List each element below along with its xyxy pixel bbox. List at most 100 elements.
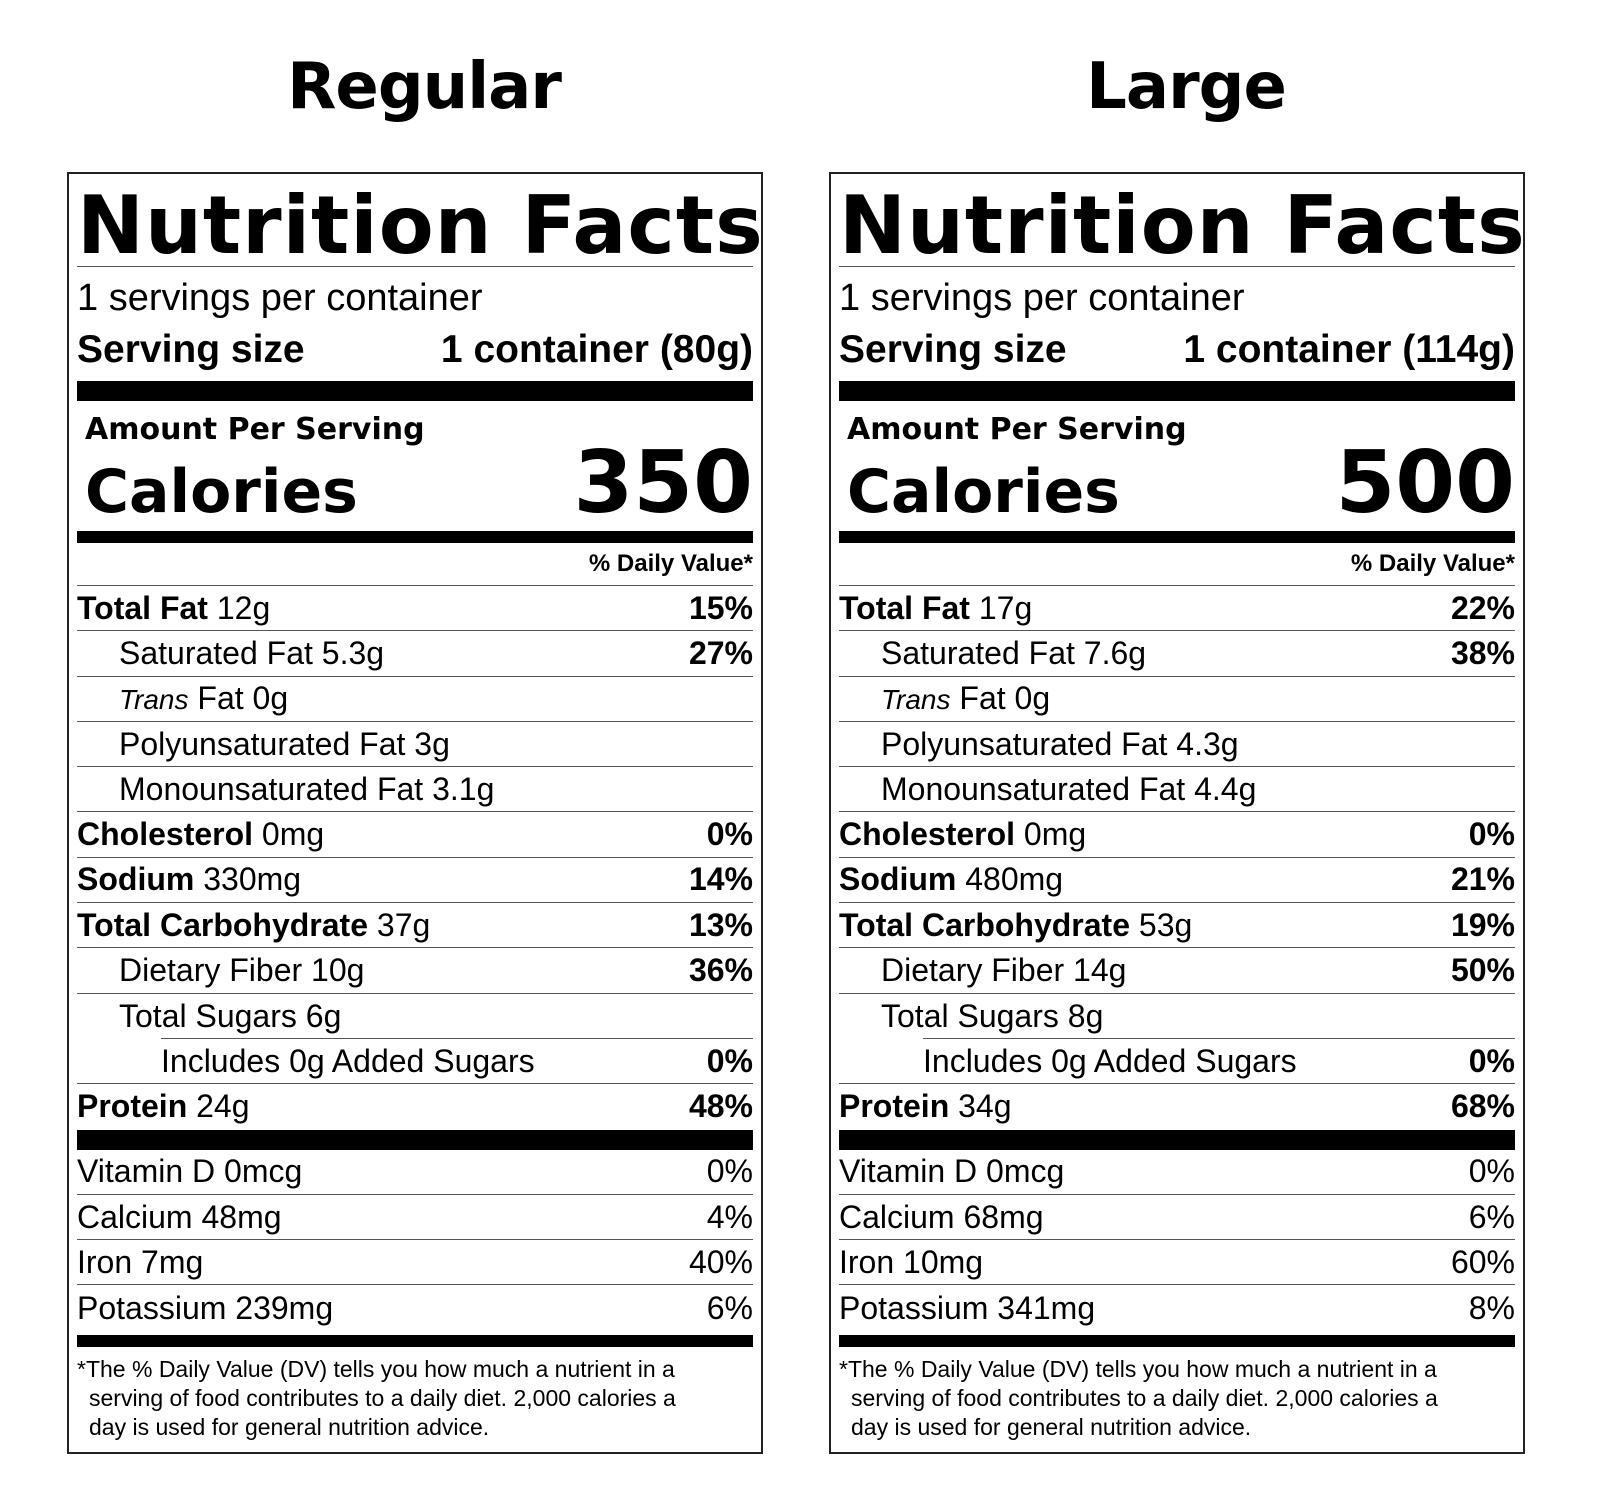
nutrient-row-polyunsaturated-fat: Polyunsaturated Fat 4.3g <box>839 722 1515 768</box>
nutrient-dv: 14% <box>688 861 753 898</box>
nutrient-dv: 21% <box>1450 861 1515 898</box>
nutrient-name: Monounsaturated Fat <box>881 770 1186 807</box>
nutrition-facts-heading: Nutrition Facts <box>839 179 1526 272</box>
nutrient-row-cholesterol: Cholesterol 0mg 0% <box>77 812 753 858</box>
nutrient-amount: 3.1g <box>432 770 495 807</box>
serving-size-value: 1 container (114g) <box>1183 328 1515 371</box>
nutrient-row-total-fat: Total Fat 12g 15% <box>77 586 753 632</box>
nutrient-dv: 38% <box>1450 634 1515 671</box>
nutrient-dv: 0% <box>1468 816 1515 853</box>
nutrient-name: Total Carbohydrate <box>77 906 368 943</box>
nutrient-dv: 0% <box>706 816 753 853</box>
nutrient-name: Saturated Fat <box>881 634 1075 671</box>
nutrient-row-total-sugars: Total Sugars 8g <box>839 994 1515 1040</box>
nutrient-name: Total Sugars <box>119 997 297 1034</box>
serving-size-value: 1 container (80g) <box>440 328 753 371</box>
vitamin-row: Potassium 239mg 6% <box>77 1285 753 1330</box>
servings-per-container: 1 servings per container <box>77 277 483 319</box>
size-title-large: Large <box>1086 50 1287 124</box>
vitamin-name: Vitamin D 0mcg <box>77 1153 303 1190</box>
medium-divider <box>77 531 753 543</box>
thick-divider <box>839 1129 1515 1150</box>
serving-size-row: Serving size 1 container (114g) <box>839 327 1515 373</box>
nutrient-dv: 0% <box>706 1042 753 1079</box>
nutrient-dv: 0% <box>1468 1042 1515 1079</box>
nutrient-dv: 27% <box>688 634 753 671</box>
nutrient-row-total-fat: Total Fat 17g 22% <box>839 586 1515 632</box>
nutrient-name: Dietary Fiber <box>881 952 1065 989</box>
nutrient-row-sodium: Sodium 480mg 21% <box>839 858 1515 904</box>
vitamin-dv: 60% <box>1450 1243 1515 1280</box>
nutrient-dv: 13% <box>688 906 753 943</box>
nutrient-name: Polyunsaturated Fat <box>119 725 406 762</box>
vitamin-name: Calcium 68mg <box>839 1198 1044 1235</box>
vitamin-row: Calcium 48mg 4% <box>77 1195 753 1241</box>
nutrient-dv: 68% <box>1450 1088 1515 1125</box>
vitamin-dv: 6% <box>1468 1198 1515 1235</box>
vitamin-dv: 8% <box>1468 1289 1515 1326</box>
nutrient-row-monounsaturated-fat: Monounsaturated Fat 3.1g <box>77 767 753 813</box>
vitamin-dv: 40% <box>688 1243 753 1280</box>
nutrient-row-trans-fat: Trans Fat 0g <box>77 677 753 722</box>
vitamin-dv: 0% <box>1468 1153 1515 1190</box>
nutrient-name: Protein <box>77 1088 188 1125</box>
nutrient-row-total-sugars: Total Sugars 6g <box>77 994 753 1040</box>
vitamin-name: Iron 7mg <box>77 1243 204 1280</box>
thick-divider <box>77 381 753 401</box>
medium-divider <box>839 1334 1515 1347</box>
footnote: *The % Daily Value (DV) tells you how mu… <box>839 1355 1515 1442</box>
nutrient-name: Trans <box>119 684 189 716</box>
nutrient-name: Protein <box>839 1088 950 1125</box>
nutrient-dv: 36% <box>688 952 753 989</box>
size-title-regular: Regular <box>287 50 562 124</box>
servings-per-container: 1 servings per container <box>839 277 1245 319</box>
vitamin-row: Iron 10mg 60% <box>839 1240 1515 1286</box>
nutrient-amount: 5.3g <box>321 634 385 671</box>
footnote-line: day is used for general nutrition advice… <box>851 1413 1252 1440</box>
nutrient-row-sodium: Sodium 330mg 14% <box>77 858 753 904</box>
nutrition-label-regular: Nutrition Facts 1 servings per container… <box>67 172 763 1454</box>
nutrient-amount: 24g <box>196 1088 250 1125</box>
nutrient-amount: 10g <box>311 952 365 989</box>
amount-per-serving: Amount Per Serving <box>847 412 1187 447</box>
nutrient-row-monounsaturated-fat: Monounsaturated Fat 4.4g <box>839 767 1515 813</box>
nutrient-name: Dietary Fiber <box>119 952 303 989</box>
nutrient-amount: 12g <box>216 589 271 626</box>
nutrient-name: Trans <box>881 684 951 716</box>
nutrient-amount: 34g <box>958 1088 1012 1125</box>
calories-value: 350 <box>573 433 753 533</box>
calories-label: Calories <box>847 457 1120 527</box>
thick-divider <box>77 1129 753 1150</box>
nutrient-name: Total Carbohydrate <box>839 906 1130 943</box>
nutrient-dv: 50% <box>1450 952 1515 989</box>
divider <box>77 266 753 267</box>
nutrient-amount: 53g <box>1138 906 1193 943</box>
serving-size-row: Serving size 1 container (80g) <box>77 327 753 373</box>
nutrient-row-total-carbohydrate: Total Carbohydrate 53g 19% <box>839 903 1515 949</box>
footnote: *The % Daily Value (DV) tells you how mu… <box>77 1355 753 1442</box>
calories-value: 500 <box>1335 433 1515 533</box>
nutrient-amount: 0mg <box>1023 816 1087 853</box>
vitamin-row: Calcium 68mg 6% <box>839 1195 1515 1241</box>
nutrient-name: Saturated Fat <box>119 634 313 671</box>
thick-divider <box>839 381 1515 401</box>
nutrient-name: Total Sugars <box>881 997 1059 1034</box>
nutrient-amount: 3g <box>414 725 450 762</box>
nutrient-amount: 330mg <box>203 861 302 898</box>
nutrient-name: Includes 0g Added Sugars <box>923 1042 1297 1079</box>
nutrient-amount: 0mg <box>261 816 325 853</box>
nutrient-name: Total Fat <box>839 589 970 626</box>
calories-row: Calories 350 <box>77 433 753 533</box>
nutrient-dv: 22% <box>1450 589 1515 626</box>
vitamin-name: Potassium 239mg <box>77 1289 334 1326</box>
divider <box>839 266 1515 267</box>
nutrient-name: Total Fat <box>77 589 208 626</box>
nutrient-amount: 14g <box>1073 952 1127 989</box>
nutrient-amount: 4.4g <box>1194 770 1257 807</box>
nutrient-name: Monounsaturated Fat <box>119 770 424 807</box>
vitamin-name: Iron 10mg <box>839 1243 984 1280</box>
footnote-line: *The % Daily Value (DV) tells you how mu… <box>77 1355 675 1382</box>
nutrient-name: Includes 0g Added Sugars <box>161 1042 535 1079</box>
calories-row: Calories 500 <box>839 433 1515 533</box>
nutrient-amount: 480mg <box>965 861 1064 898</box>
